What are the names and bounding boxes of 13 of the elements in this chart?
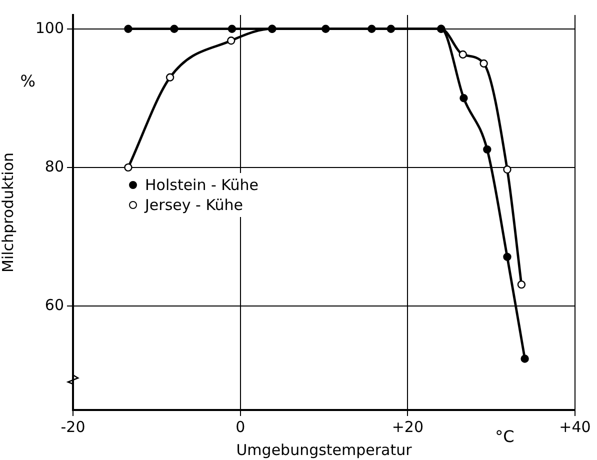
y-tick-label: 60: [44, 296, 64, 314]
y-axis-title: Milchproduktion: [0, 152, 17, 273]
text: °C: [495, 426, 514, 446]
x-tick-label: 0: [236, 418, 246, 436]
y-tick-label: 80: [44, 157, 64, 176]
x-axis-title: Umgebungstemperatur: [236, 440, 413, 459]
x-tick-label: +20: [392, 418, 424, 436]
legend-label: Holstein - Kühe: [145, 174, 259, 194]
text: %: [20, 71, 36, 90]
x-tick-label: +40: [559, 418, 591, 436]
x-tick-label: -20: [60, 418, 86, 436]
legend-label: Jersey - Kühe: [145, 194, 244, 214]
y-tick-label: 100: [35, 18, 64, 37]
